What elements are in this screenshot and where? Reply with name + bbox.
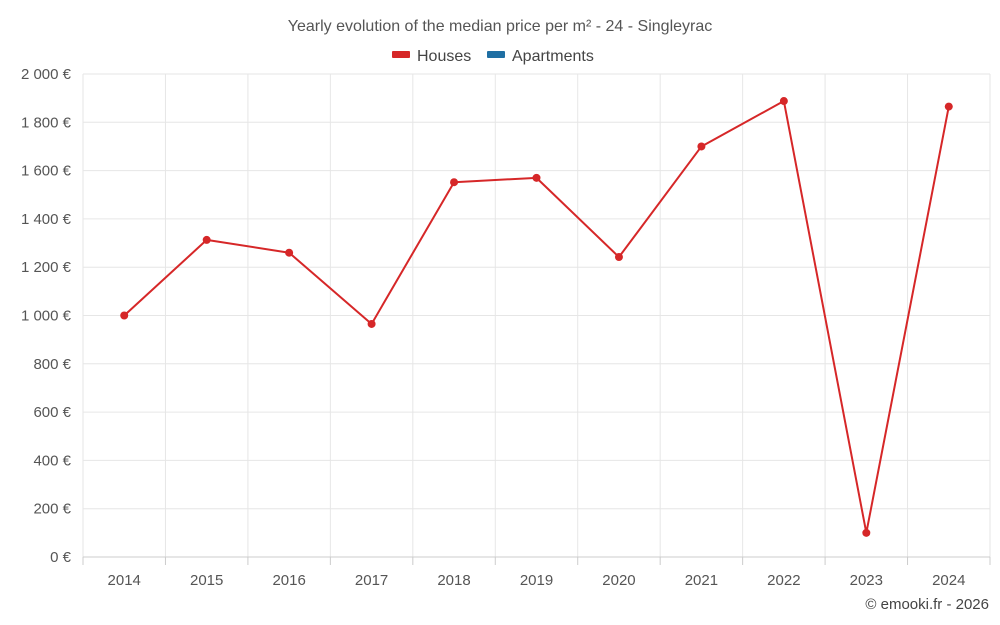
chart-title: Yearly evolution of the median price per…: [288, 18, 713, 35]
data-point-2023: [862, 528, 871, 537]
y-tick-label: 1 200 €: [21, 259, 72, 276]
data-point-2017: [367, 319, 376, 328]
x-axis-tick-labels: 2014 2015 2016 2017 2018 2019 2020 2021 2022 2023…: [82, 557, 991, 589]
legend-swatch-apartments: [487, 51, 505, 58]
legend: Houses Apartments: [392, 48, 594, 65]
data-point-2016: [285, 248, 294, 257]
legend-label-houses: Houses: [417, 48, 471, 65]
data-point-2020: [614, 253, 623, 262]
x-tick-label: 2015: [190, 572, 223, 589]
credit-text: © emooki.fr - 2026: [865, 596, 989, 613]
x-tick-label: 2016: [272, 572, 305, 589]
data-point-2022: [779, 97, 788, 106]
x-tick-label: 2018: [437, 572, 470, 589]
legend-item-houses[interactable]: Houses: [392, 48, 471, 65]
x-tick-label: 2021: [685, 572, 718, 589]
legend-label-apartments: Apartments: [512, 48, 594, 65]
x-tick-label: 2014: [108, 572, 141, 589]
data-point-2015: [202, 235, 211, 244]
legend-item-apartments[interactable]: Apartments: [487, 48, 594, 65]
y-tick-label: 0 €: [50, 549, 72, 566]
y-tick-label: 800 €: [33, 356, 71, 373]
y-tick-label: 2 000 €: [21, 66, 72, 83]
data-point-2024: [944, 102, 953, 111]
data-point-2019: [532, 173, 541, 182]
y-axis-tick-labels: 0 € 200 € 400 € 600 € 800 € 1 000 € 1 200 € 1 4…: [21, 66, 72, 566]
x-tick-label: 2017: [355, 572, 388, 589]
x-tick-label: 2020: [602, 572, 635, 589]
y-tick-label: 1 000 €: [21, 308, 72, 325]
data-point-2021: [697, 142, 706, 151]
x-gridlines: [82, 74, 991, 557]
y-tick-label: 400 €: [33, 452, 71, 469]
legend-swatch-houses: [392, 51, 410, 58]
series-houses: [120, 97, 953, 537]
y-tick-label: 200 €: [33, 501, 71, 518]
x-tick-label: 2024: [932, 572, 965, 589]
data-point-2018: [450, 178, 459, 187]
y-tick-label: 1 600 €: [21, 163, 72, 180]
y-tick-label: 600 €: [33, 404, 71, 421]
y-tick-label: 1 400 €: [21, 211, 72, 228]
data-point-2014: [120, 311, 129, 320]
x-tick-label: 2019: [520, 572, 553, 589]
x-tick-label: 2023: [850, 572, 883, 589]
y-gridlines: [83, 73, 990, 510]
x-tick-label: 2022: [767, 572, 800, 589]
y-tick-label: 1 800 €: [21, 114, 72, 131]
